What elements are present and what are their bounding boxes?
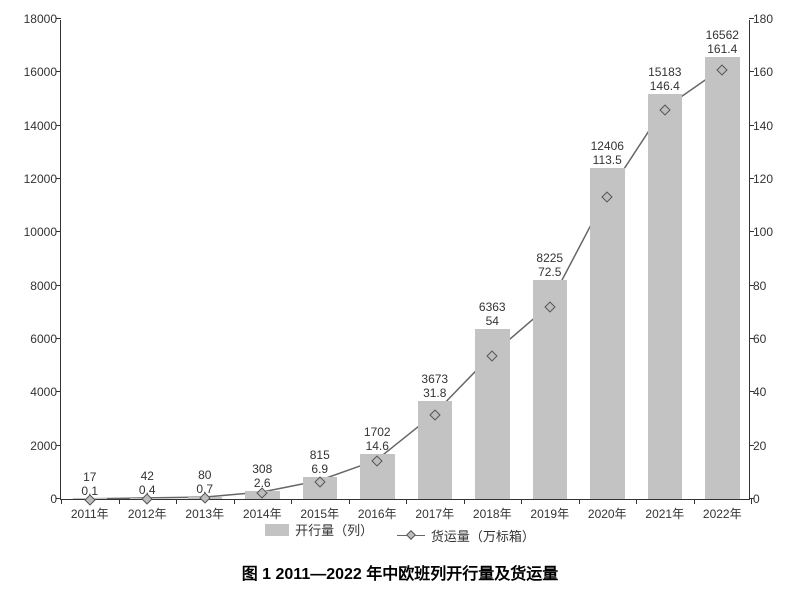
y-right-tick-label: 40 bbox=[749, 385, 789, 399]
x-category-label: 2018年 bbox=[473, 499, 512, 522]
bar-value-label: 8225 bbox=[536, 251, 563, 265]
y-right-tick-label: 140 bbox=[749, 119, 789, 133]
legend-label-line: 货运量（万标箱） bbox=[431, 526, 535, 545]
line-value-label: 6.9 bbox=[311, 462, 328, 476]
y-left-tick-label: 6000 bbox=[11, 332, 61, 346]
y-right-tick-label: 180 bbox=[749, 12, 789, 26]
legend-item-line: 货运量（万标箱） bbox=[397, 526, 535, 545]
line-series bbox=[90, 69, 721, 498]
x-category-label: 2017年 bbox=[415, 499, 454, 522]
legend: 开行量（列） 货运量（万标箱） bbox=[0, 520, 800, 545]
bar-value-label: 15183 bbox=[648, 65, 681, 79]
line-value-label: 161.4 bbox=[707, 42, 737, 56]
y-left-tick-label: 14000 bbox=[11, 119, 61, 133]
line-value-label: 72.5 bbox=[538, 265, 561, 279]
legend-swatch-bar bbox=[265, 524, 289, 536]
y-left-tick-label: 16000 bbox=[11, 65, 61, 79]
y-right-tick-label: 20 bbox=[749, 439, 789, 453]
x-category-label: 2019年 bbox=[530, 499, 569, 522]
y-right-tick-label: 160 bbox=[749, 65, 789, 79]
legend-label-bars: 开行量（列） bbox=[295, 520, 373, 539]
y-right-tick-label: 60 bbox=[749, 332, 789, 346]
y-left-tick-label: 12000 bbox=[11, 172, 61, 186]
bar-value-label: 308 bbox=[252, 462, 272, 476]
y-left-tick-label: 10000 bbox=[11, 225, 61, 239]
x-category-label: 2021年 bbox=[645, 499, 684, 522]
bar bbox=[648, 94, 683, 499]
y-left-tick-label: 4000 bbox=[11, 385, 61, 399]
bar-value-label: 17 bbox=[83, 470, 96, 484]
legend-swatch-line bbox=[397, 535, 425, 536]
chart-container: 0 2000 4000 6000 8000 10000 12000 14000 16000 180… bbox=[0, 0, 800, 599]
legend-marker-icon bbox=[406, 530, 416, 540]
y-left-tick-label: 0 bbox=[11, 492, 61, 506]
x-category-label: 2015年 bbox=[300, 499, 339, 522]
line-value-label: 113.5 bbox=[593, 153, 622, 167]
chart-caption: 图 1 2011—2022 年中欧班列开行量及货运量 bbox=[0, 560, 800, 584]
y-right-tick-label: 0 bbox=[749, 492, 789, 506]
x-category-label: 2016年 bbox=[358, 499, 397, 522]
line-value-label: 146.4 bbox=[650, 79, 680, 93]
legend-item-bars: 开行量（列） bbox=[265, 520, 373, 539]
x-category-label: 2022年 bbox=[703, 499, 742, 522]
x-category-label: 2014年 bbox=[243, 499, 282, 522]
bar-value-label: 1702 bbox=[364, 425, 391, 439]
bar bbox=[705, 57, 740, 499]
line-value-label: 31.8 bbox=[423, 386, 446, 400]
y-left-tick-label: 18000 bbox=[11, 12, 61, 26]
line-path-svg bbox=[61, 20, 749, 499]
y-left-tick-label: 2000 bbox=[11, 439, 61, 453]
y-right-tick-label: 120 bbox=[749, 172, 789, 186]
y-right-tick-label: 100 bbox=[749, 225, 789, 239]
bar-value-label: 42 bbox=[141, 469, 154, 483]
y-right-tick-label: 80 bbox=[749, 279, 789, 293]
y-left-tick-label: 8000 bbox=[11, 279, 61, 293]
x-category-label: 2020年 bbox=[588, 499, 627, 522]
line-value-label: 54 bbox=[486, 314, 499, 328]
bar-value-label: 6363 bbox=[479, 300, 506, 314]
bar-value-label: 12406 bbox=[591, 139, 624, 153]
bar-value-label: 80 bbox=[198, 468, 211, 482]
bar-value-label: 16562 bbox=[706, 28, 739, 42]
line-value-label: 14.6 bbox=[366, 439, 389, 453]
bar bbox=[590, 168, 625, 499]
bar-value-label: 3673 bbox=[421, 372, 448, 386]
plot-area: 0200040006000800010000120001400016000180… bbox=[60, 20, 750, 500]
bar-value-label: 815 bbox=[310, 448, 330, 462]
